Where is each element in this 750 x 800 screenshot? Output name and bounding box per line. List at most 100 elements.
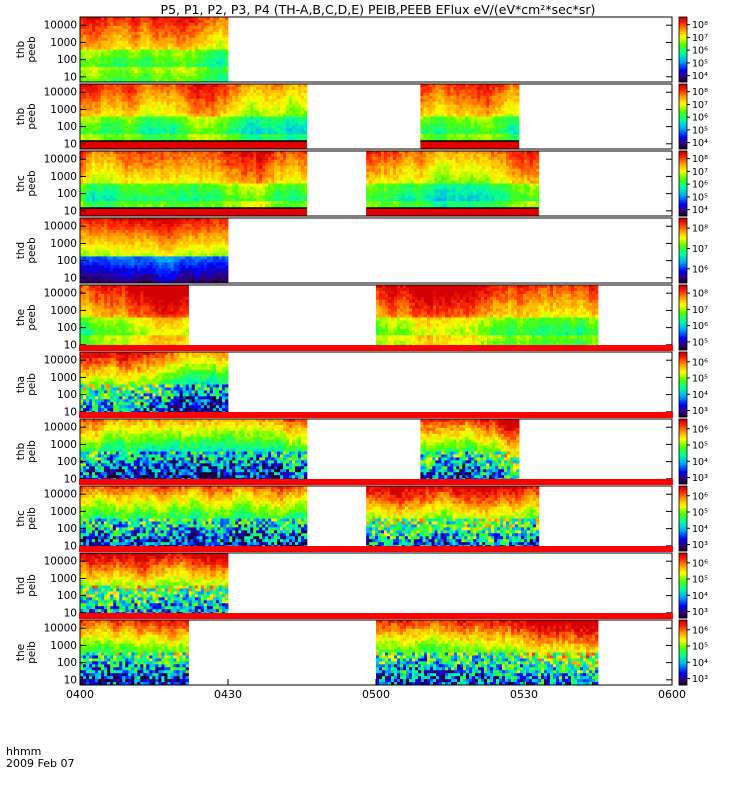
heatmap-cell xyxy=(154,101,159,106)
heatmap-cell xyxy=(166,89,170,94)
heatmap-cell xyxy=(218,22,223,27)
heatmap-cell xyxy=(300,84,305,88)
heatmap-cell xyxy=(100,177,105,181)
heatmap-cell xyxy=(199,189,203,193)
colorbar-swatch xyxy=(679,134,687,137)
heatmap-cell xyxy=(133,104,138,109)
heatmap-cell xyxy=(86,34,90,39)
heatmap-cell xyxy=(486,122,490,126)
heatmap-cell xyxy=(253,192,257,196)
heatmap-cell xyxy=(146,22,150,27)
heatmap-cell xyxy=(148,86,153,91)
heatmap-cell xyxy=(169,168,173,173)
heatmap-cell xyxy=(238,192,242,196)
heatmap-cell xyxy=(187,107,191,111)
heatmap-cell xyxy=(477,98,481,103)
heatmap-cell xyxy=(193,137,197,141)
heatmap-cell xyxy=(203,64,208,68)
heatmap-cell xyxy=(492,98,496,103)
heatmap-cell xyxy=(184,151,188,155)
heatmap-cell xyxy=(145,131,150,135)
heatmap-cell xyxy=(115,174,120,178)
heatmap-cell xyxy=(145,95,150,100)
heatmap-cell xyxy=(181,151,185,155)
heatmap-cell xyxy=(148,113,153,117)
heatmap-cell xyxy=(176,79,181,83)
heatmap-cell xyxy=(128,22,132,27)
heatmap-cell xyxy=(256,189,260,193)
heatmap-cell xyxy=(495,131,499,135)
heatmap-cell xyxy=(163,107,167,111)
heatmap-cell xyxy=(297,131,302,135)
heatmap-cell xyxy=(244,195,248,199)
heatmap-cell xyxy=(214,165,218,170)
heatmap-cell xyxy=(91,113,96,117)
heatmap-cell xyxy=(477,131,481,135)
heatmap-cell xyxy=(280,131,284,135)
heatmap-cell xyxy=(160,131,165,135)
heatmap-cell xyxy=(450,125,454,129)
heatmap-cell xyxy=(178,89,182,94)
heatmap-cell xyxy=(118,153,123,158)
heatmap-cell xyxy=(205,171,209,176)
heatmap-cell xyxy=(133,165,138,170)
heatmap-cell xyxy=(187,189,191,193)
heatmap-cell xyxy=(101,19,105,24)
heatmap-cell xyxy=(187,104,191,109)
heatmap-cell xyxy=(148,151,153,155)
heatmap-cell xyxy=(465,84,469,88)
heatmap-cell xyxy=(133,92,138,97)
heatmap-cell xyxy=(474,128,478,132)
heatmap-cell xyxy=(88,92,93,97)
heatmap-cell xyxy=(80,201,84,205)
heatmap-cell xyxy=(140,52,144,56)
heatmap-cell xyxy=(86,40,90,44)
heatmap-cell xyxy=(80,180,84,184)
heatmap-cell xyxy=(140,28,144,33)
heatmap-cell xyxy=(85,125,90,129)
heatmap-cell xyxy=(160,86,165,91)
heatmap-cell xyxy=(185,25,190,30)
heatmap-cell xyxy=(181,86,185,91)
heatmap-cell xyxy=(131,52,135,56)
heatmap-cell xyxy=(229,165,233,170)
heatmap-cell xyxy=(212,52,217,56)
colorbar-swatch xyxy=(679,33,687,36)
heatmap-cell xyxy=(489,86,493,91)
heatmap-cell xyxy=(199,174,203,178)
heatmap-cell xyxy=(429,116,433,120)
heatmap-cell xyxy=(154,113,159,117)
heatmap-cell xyxy=(157,116,162,120)
heatmap-cell xyxy=(124,128,129,132)
heatmap-cell xyxy=(226,174,230,178)
heatmap-cell xyxy=(80,19,84,24)
heatmap-cell xyxy=(211,165,215,170)
heatmap-cell xyxy=(107,22,111,27)
heatmap-cell xyxy=(244,107,248,111)
heatmap-cell xyxy=(501,104,505,109)
heatmap-cell xyxy=(190,137,194,141)
heatmap-cell xyxy=(199,159,203,164)
heatmap-cell xyxy=(187,116,191,120)
heatmap-cell xyxy=(103,204,108,208)
heatmap-cell xyxy=(127,195,132,199)
heatmap-cell xyxy=(157,128,162,132)
heatmap-cell xyxy=(202,177,206,181)
heatmap-cell xyxy=(426,122,430,126)
heatmap-cell xyxy=(235,101,239,106)
heatmap-cell xyxy=(83,61,87,65)
heatmap-cell xyxy=(142,98,147,103)
heatmap-cell xyxy=(441,134,445,138)
heatmap-cell xyxy=(196,156,200,161)
heatmap-cell xyxy=(133,198,138,202)
heatmap-cell xyxy=(208,171,212,176)
heatmap-cell xyxy=(104,61,108,65)
heatmap-cell xyxy=(118,122,123,126)
heatmap-cell xyxy=(139,153,144,158)
heatmap-cell xyxy=(235,116,239,120)
heatmap-cell xyxy=(190,122,194,126)
heatmap-cell xyxy=(130,159,135,164)
heatmap-cell xyxy=(212,55,217,59)
heatmap-cell xyxy=(300,110,305,114)
heatmap-cell xyxy=(131,61,135,65)
